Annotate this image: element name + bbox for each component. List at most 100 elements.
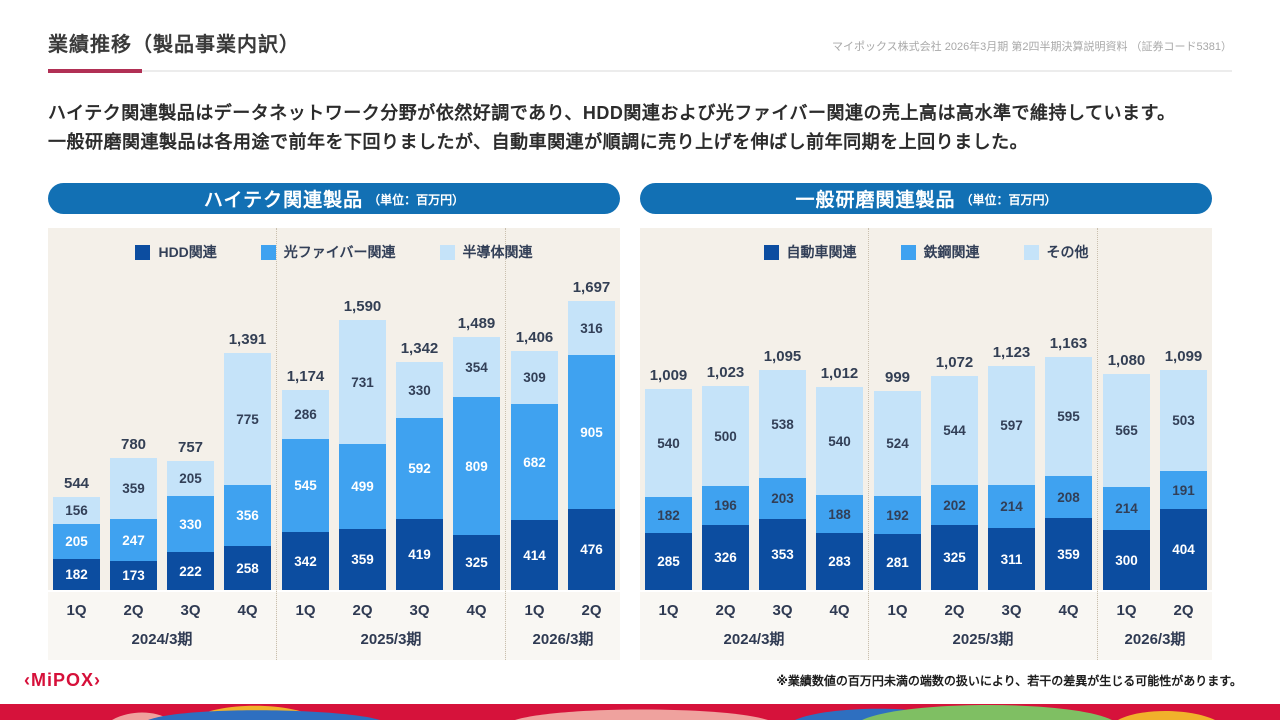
x-axis-quarter-label: 2Q [944, 602, 965, 620]
legend-label: HDD関連 [158, 244, 217, 261]
slide: 業績推移（製品事業内訳） マイポックス株式会社 2026年3月期 第2四半期決算… [24, 34, 1242, 691]
polishing-chart-title-pill: 一般研磨関連製品 （単位：百万円） [640, 183, 1212, 215]
bar-segment: 214 [988, 485, 1035, 529]
segment-value-label: 247 [122, 532, 145, 548]
bar-total-label: 999 [884, 369, 911, 387]
segment-value-label: 809 [465, 458, 488, 474]
bar: 780 359 247 173 [110, 436, 157, 591]
hightech-chart-section: ハイテク関連製品 （単位：百万円） HDD関連 光ファイバー関連 半導体関連 544… [48, 183, 620, 661]
segment-value-label: 214 [1115, 501, 1138, 517]
bar: 1,590 731 499 359 [339, 298, 386, 591]
bar-stack: 544 202 325 [931, 376, 978, 591]
bar-segment: 359 [110, 458, 157, 520]
bar-segment: 419 [396, 519, 443, 591]
segment-value-label: 258 [236, 560, 259, 576]
bar-segment: 325 [931, 525, 978, 591]
bar-segment: 595 [1045, 357, 1092, 477]
bar-total-label: 1,406 [515, 329, 554, 347]
bar: 1,080 565 214 300 [1103, 352, 1150, 591]
segment-value-label: 188 [828, 506, 851, 522]
bar-segment: 258 [224, 546, 271, 591]
chart-body: 1,009 540 182 285 1,023 500 196 326 1,095 538 203 3… [640, 228, 1212, 661]
bar: 1,391 775 356 258 [224, 331, 271, 591]
segment-value-label: 359 [122, 481, 145, 497]
bar-segment: 359 [339, 529, 386, 591]
bars-row: 999 524 192 281 1,072 544 202 325 1,123 597 214 311… [869, 228, 1097, 591]
x-axis-quarter-label: 2Q [715, 602, 736, 620]
bar-stack: 205 330 222 [167, 461, 214, 591]
polishing-chart-section: 一般研磨関連製品 （単位：百万円） 自動車関連 鉄鋼関連 その他 1,009 540 1… [640, 183, 1212, 661]
segment-value-label: 191 [1172, 482, 1195, 498]
x-axis-period-label: 2026/3期 [1124, 631, 1186, 649]
x-axis-quarter-label: 4Q [237, 602, 258, 620]
bar-total-label: 1,174 [286, 368, 325, 386]
bar: 1,009 540 182 285 [645, 367, 692, 591]
bar-stack: 286 545 342 [282, 390, 329, 591]
legend-item: 鉄鋼関連 [900, 242, 980, 262]
bar-segment: 499 [339, 444, 386, 530]
bar-segment: 300 [1103, 530, 1150, 591]
bar-segment: 356 [224, 485, 271, 547]
header-divider [48, 69, 1232, 73]
bar: 1,174 286 545 342 [282, 368, 329, 591]
segment-value-label: 499 [351, 479, 374, 495]
bar-segment: 359 [1045, 518, 1092, 591]
bar-segment: 545 [282, 439, 329, 533]
bar-segment: 500 [702, 386, 749, 487]
bar-total-label: 1,012 [820, 365, 859, 383]
segment-value-label: 330 [179, 516, 202, 532]
x-axis: 1Q 2Q 3Q 4Q 2024/3期 [640, 590, 868, 661]
mipox-logo: ‹MiPOX› [24, 670, 101, 691]
chart-unit-label: （単位：百万円） [368, 193, 465, 208]
bar: 999 524 192 281 [874, 369, 921, 591]
bar-segment: 905 [568, 355, 615, 510]
legend-swatch [135, 244, 151, 260]
bar-total-label: 1,697 [572, 279, 611, 297]
bar-segment: 173 [110, 561, 157, 591]
x-axis: 1Q 2Q 2026/3期 [506, 590, 620, 661]
legend-label: 自動車関連 [786, 244, 857, 261]
bar-segment: 222 [167, 552, 214, 591]
bar: 1,023 500 196 326 [702, 364, 749, 591]
x-axis-quarter-label: 1Q [66, 602, 87, 620]
segment-value-label: 196 [714, 498, 737, 514]
x-axis-quarter-label: 4Q [466, 602, 487, 620]
segment-value-label: 222 [179, 563, 202, 579]
bar-segment: 316 [568, 301, 615, 356]
chart-group: 1,080 565 214 300 1,099 503 191 404 1Q 2Q 2026/3期 [1098, 228, 1212, 661]
segment-value-label: 325 [943, 550, 966, 566]
x-axis: 1Q 2Q 2026/3期 [1098, 590, 1212, 661]
bar-stack: 309 682 414 [511, 351, 558, 591]
segment-value-label: 775 [236, 411, 259, 427]
segment-value-label: 565 [1115, 423, 1138, 439]
x-axis-period-label: 2026/3期 [532, 631, 594, 649]
x-axis-quarter-label: 3Q [772, 602, 793, 620]
bars-row: 1,174 286 545 342 1,590 731 499 359 1,342 330 592 4… [277, 228, 505, 591]
segment-value-label: 300 [1115, 552, 1138, 568]
chart-group: 1,009 540 182 285 1,023 500 196 326 1,095 538 203 3… [640, 228, 869, 661]
x-axis-quarter-label: 2Q [352, 602, 373, 620]
bar-stack: 540 188 283 [816, 387, 863, 591]
footer: ‹MiPOX› ※業績数値の百万円未満の端数の扱いにより、若干の差異が生じる可能… [24, 670, 1242, 691]
x-axis-period-label: 2025/3期 [952, 631, 1014, 649]
x-axis-period-label: 2024/3期 [131, 631, 193, 649]
bar: 1,012 540 188 283 [816, 365, 863, 591]
bar-total-label: 544 [63, 475, 90, 493]
bar-segment: 503 [1160, 370, 1207, 472]
bar: 1,072 544 202 325 [931, 354, 978, 591]
segment-value-label: 503 [1172, 413, 1195, 429]
segment-value-label: 203 [771, 491, 794, 507]
bar-total-label: 1,009 [649, 367, 688, 385]
segment-value-label: 326 [714, 550, 737, 566]
bars-row: 1,009 540 182 285 1,023 500 196 326 1,095 538 203 3… [640, 228, 868, 591]
bar: 757 205 330 222 [167, 439, 214, 591]
bar: 1,163 595 208 359 [1045, 335, 1092, 591]
segment-value-label: 316 [580, 320, 603, 336]
segment-value-label: 286 [294, 407, 317, 423]
bar-segment: 202 [931, 485, 978, 526]
bar-total-label: 1,489 [457, 315, 496, 333]
segment-value-label: 731 [351, 374, 374, 390]
segment-value-label: 192 [886, 507, 909, 523]
bar-segment: 205 [167, 461, 214, 497]
segment-value-label: 208 [1057, 489, 1080, 505]
